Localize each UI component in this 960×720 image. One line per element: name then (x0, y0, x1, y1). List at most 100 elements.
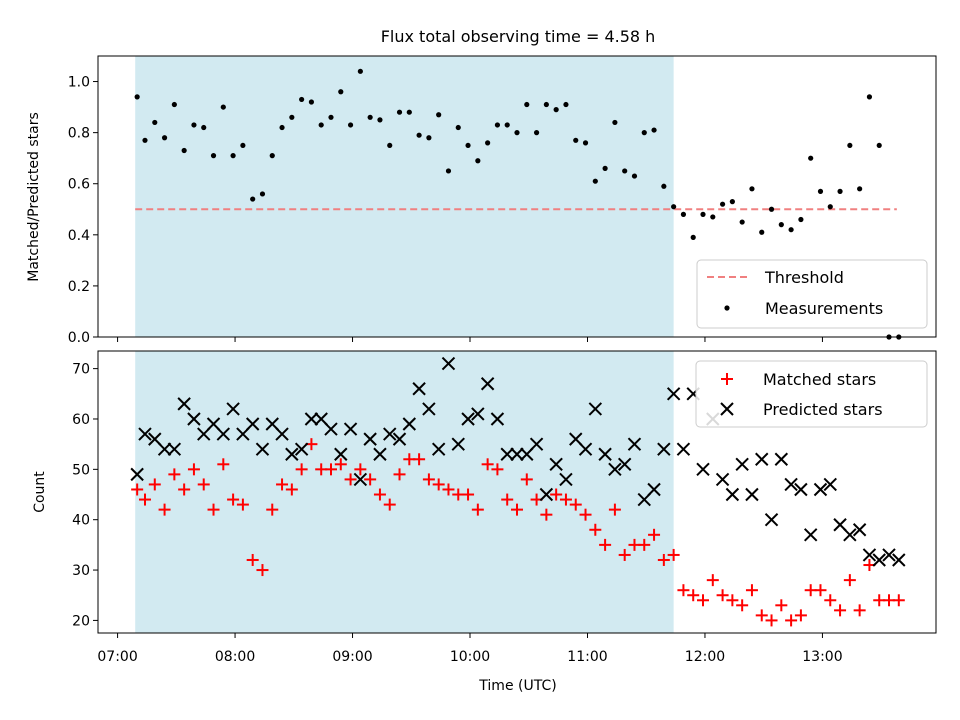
bottom-shaded-span (135, 351, 674, 633)
predicted-star-point (383, 427, 397, 441)
predicted-star-point (676, 442, 691, 456)
predicted-star-point (412, 382, 426, 396)
measurement-point (680, 211, 687, 217)
matched-star-point (442, 483, 455, 496)
measurement-point (759, 229, 765, 235)
predicted-star-point (794, 482, 808, 497)
measurement-point (690, 234, 696, 240)
matched-star-point (256, 564, 269, 577)
measurement-point (661, 183, 667, 189)
matched-star-point (364, 473, 377, 486)
measurement-point (582, 140, 589, 146)
bottom-legend: Matched stars Predicted stars (695, 360, 928, 428)
measurement-point (416, 132, 422, 138)
measurement-point (269, 153, 275, 159)
top-y-axis-label: Matched/Predicted stars (26, 112, 42, 282)
predicted-star-point (617, 457, 632, 472)
measurements-legend-swatch (724, 305, 730, 311)
bottom-axes-frame (97, 350, 937, 634)
measurement-point (876, 142, 882, 149)
matched-star-point (638, 538, 651, 551)
measurement-point (387, 142, 393, 149)
matched-star-point (354, 463, 367, 476)
matched-star-point (618, 548, 631, 561)
matched-star-point (892, 594, 905, 607)
matched-star-point (697, 594, 710, 607)
matched-star-point (236, 498, 249, 511)
measurement-point (671, 204, 677, 210)
predicted-star-point (255, 442, 270, 456)
measurement-point (406, 109, 412, 115)
measurement-point (719, 201, 726, 207)
predicted-star-point (696, 462, 710, 477)
top-shaded-span (135, 56, 674, 337)
matched-star-point (207, 503, 220, 516)
measurement-point (377, 117, 383, 123)
measurement-point (328, 114, 334, 120)
predicted-star-point (843, 528, 857, 542)
measurement-point (181, 147, 187, 154)
predicted-star-point (461, 412, 475, 426)
bottom-y-tick-label: 70 (72, 362, 90, 378)
matched-star-point (471, 503, 484, 516)
predicted-legend-swatch (720, 402, 734, 416)
measurement-point (289, 114, 295, 120)
measurement-point (847, 142, 853, 149)
bottom-y-ticks: 20 30 40 50 60 70 (72, 362, 98, 629)
matched-star-point (550, 488, 563, 501)
predicted-legend-label: Predicted stars (763, 400, 883, 419)
matched-star-point (217, 458, 230, 471)
predicted-star-point (823, 477, 837, 492)
predicted-star-point (490, 412, 505, 426)
measurement-point (279, 124, 285, 131)
measurement-point (191, 122, 197, 128)
matched-star-point (843, 574, 856, 587)
measurement-point (367, 114, 373, 120)
measurement-point (827, 204, 833, 210)
bottom-x-ticks: 07:00 08:00 09:00 10:00 11:00 12:00 13:00 (97, 633, 843, 665)
matched-star-point (481, 458, 494, 471)
predicted-star-point (402, 417, 417, 431)
measurement-point (700, 211, 706, 217)
matched-star-point (853, 604, 866, 617)
matched-star-point (373, 488, 386, 501)
matched-star-point (148, 478, 161, 491)
top-axes-frame (97, 55, 937, 338)
top-y-tick-label: 1.0 (68, 75, 90, 91)
matched-legend-label: Matched stars (763, 370, 876, 389)
predicted-star-point (725, 487, 740, 502)
predicted-star-point (500, 447, 514, 461)
matched-star-point (667, 548, 680, 561)
measurement-point (338, 89, 344, 95)
matched-star-point (131, 483, 144, 496)
predicted-star-point (598, 447, 612, 461)
matched-star-point (432, 478, 445, 491)
matched-star-point (657, 553, 670, 566)
x-tick-label: 13:00 (802, 649, 842, 665)
predicted-star-point (294, 442, 309, 456)
bottom-y-axis-label: Count (32, 471, 48, 513)
top-x-ticks (117, 337, 823, 342)
predicted-star-point (784, 477, 798, 492)
measurements-legend-label: Measurements (765, 299, 883, 318)
x-tick-label: 12:00 (685, 649, 725, 665)
top-points-layer (134, 68, 902, 340)
matched-star-point (520, 473, 533, 486)
predicted-star-point (334, 447, 348, 461)
matched-star-point (785, 614, 798, 627)
predicted-star-point (275, 427, 289, 441)
predicted-star-point (529, 437, 544, 451)
measurement-point (768, 206, 775, 212)
predicted-star-point (588, 402, 603, 416)
predicted-star-point (549, 457, 563, 472)
predicted-star-point (735, 457, 749, 472)
matched-star-point (344, 473, 357, 486)
predicted-star-point (578, 442, 593, 456)
x-tick-label: 08:00 (215, 649, 255, 665)
measurement-point (494, 122, 501, 128)
predicted-star-point (715, 472, 730, 487)
measurement-point (250, 196, 256, 202)
matched-star-point (393, 468, 406, 481)
matched-star-point (540, 508, 553, 521)
measurement-point (788, 227, 794, 233)
